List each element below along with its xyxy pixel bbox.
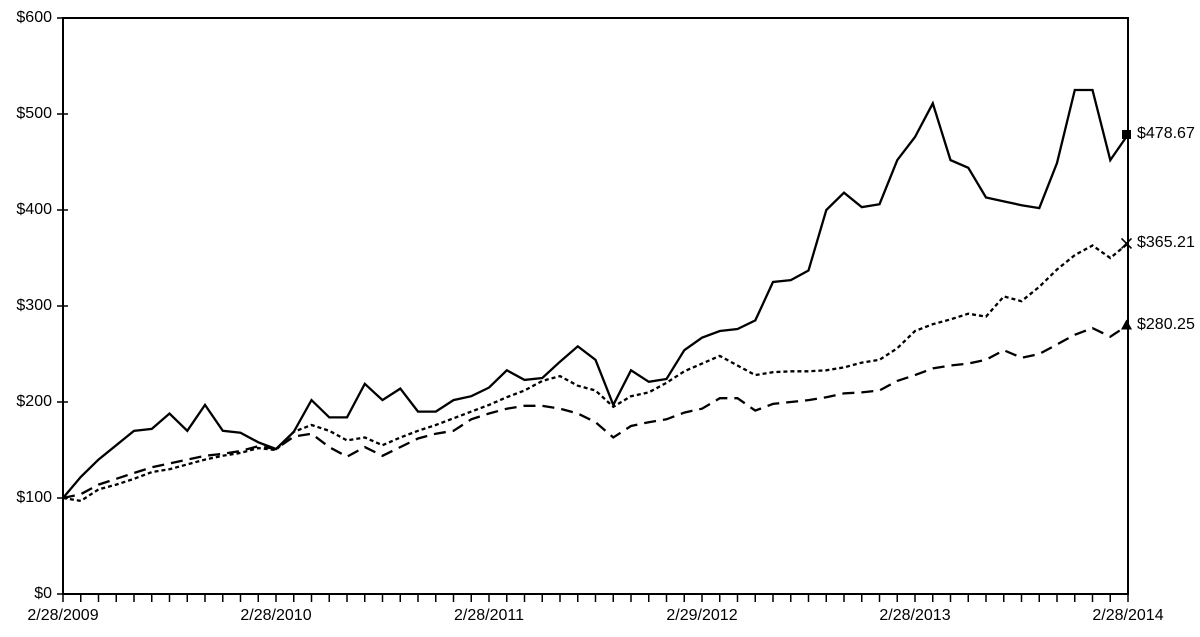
y-tick-label: $300 — [16, 297, 52, 314]
x-marker — [1120, 237, 1133, 249]
x-tick-label: 2/28/2014 — [1092, 607, 1164, 624]
series-solid-line — [62, 88, 1129, 499]
x-tick-label: 2/29/2012 — [666, 607, 738, 624]
end-value-label-solid: $478.67 — [1137, 125, 1195, 142]
x-tick-label: 2/28/2009 — [27, 607, 99, 624]
x-tick-label: 2/28/2010 — [240, 607, 312, 624]
end-value-label-dotted: $365.21 — [1137, 234, 1195, 251]
x-tick-label: 2/28/2011 — [454, 607, 524, 624]
y-tick-label: $0 — [34, 585, 52, 602]
end-value-label-dashed: $280.25 — [1137, 316, 1195, 333]
series-dotted-line — [62, 242, 1129, 503]
square-marker — [1122, 129, 1131, 139]
y-tick-label: $100 — [16, 489, 52, 506]
plot-border — [62, 17, 1129, 595]
y-tick-label: $200 — [16, 393, 52, 410]
y-tick-label: $500 — [16, 105, 52, 122]
triangle-marker — [1121, 319, 1132, 330]
y-tick-label: $600 — [16, 9, 52, 26]
x-tick-label: 2/28/2013 — [879, 607, 951, 624]
series-dashed-line — [62, 324, 1129, 500]
y-tick-label: $400 — [16, 201, 52, 218]
